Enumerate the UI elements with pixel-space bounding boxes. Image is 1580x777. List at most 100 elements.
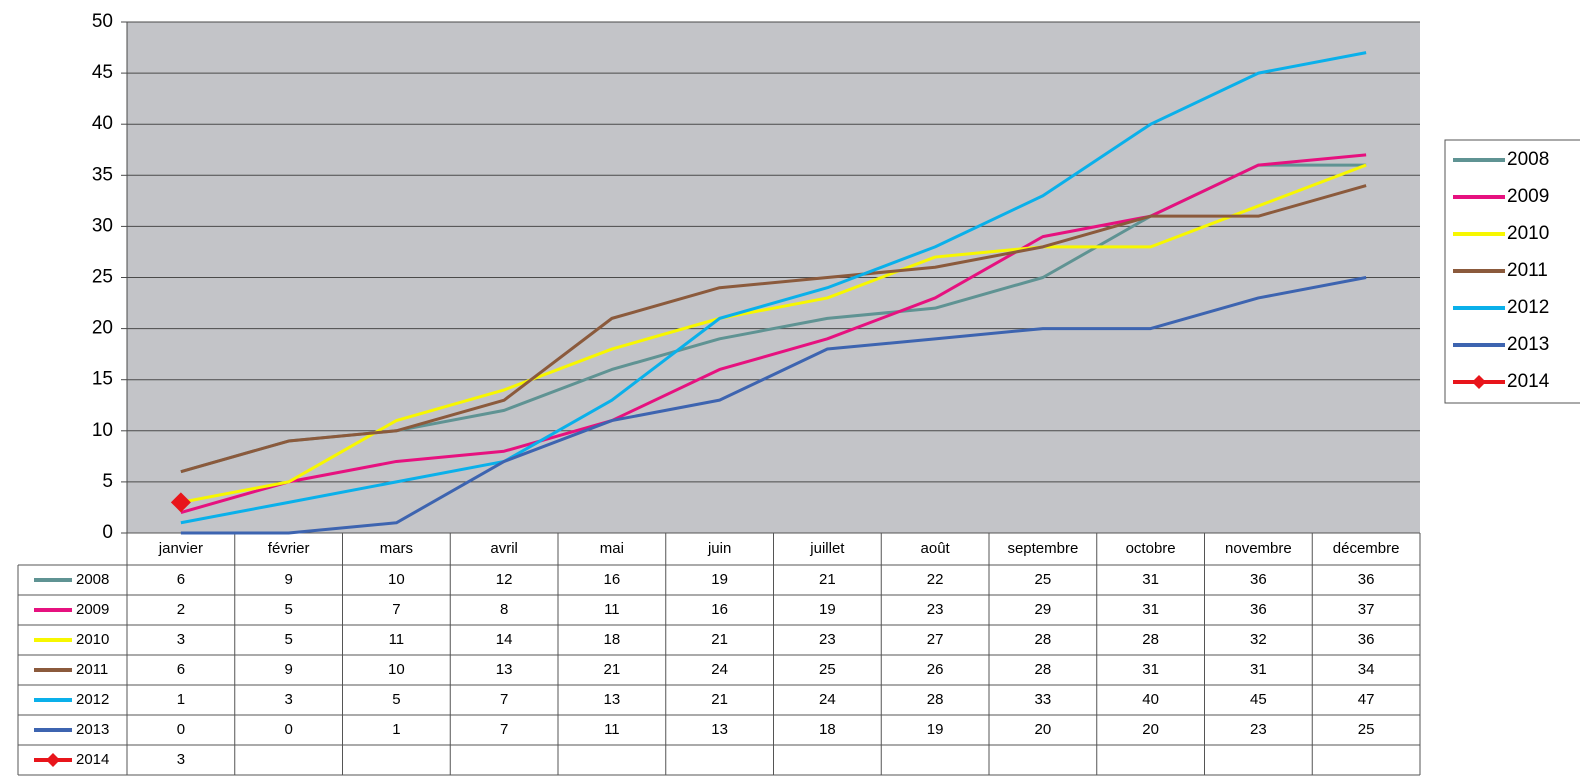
table-cell: 1	[392, 721, 400, 738]
legend-label: 2009	[1507, 186, 1549, 207]
table-series-name: 2012	[76, 691, 109, 708]
table-cell: 2	[177, 601, 185, 618]
table-cell: 1	[177, 691, 185, 708]
table-cell: 40	[1142, 691, 1159, 708]
table-cell: 11	[389, 631, 405, 648]
data-point	[170, 492, 191, 513]
table-cell: 5	[392, 691, 400, 708]
table-cell: 10	[388, 571, 405, 588]
table-cell: 36	[1250, 571, 1267, 588]
table-cell: 24	[711, 661, 728, 678]
y-tick-label: 35	[92, 164, 113, 185]
series-line	[180, 163, 1367, 504]
table-cell: 21	[711, 691, 728, 708]
series-line	[180, 51, 1367, 525]
table-series-name: 2008	[76, 571, 109, 588]
table-cell: 9	[284, 571, 292, 588]
x-tick-label: juin	[707, 540, 731, 557]
x-tick-label: août	[921, 540, 951, 557]
table-cell: 20	[1035, 721, 1052, 738]
table-cell: 19	[819, 601, 836, 618]
table-cell: 45	[1250, 691, 1267, 708]
table-cell: 9	[284, 661, 292, 678]
x-tick-label: février	[268, 540, 310, 557]
table-cell: 29	[1035, 601, 1052, 618]
table-cell: 20	[1142, 721, 1159, 738]
x-tick-label: octobre	[1126, 540, 1176, 557]
table-cell: 13	[604, 691, 621, 708]
table-series-name: 2013	[76, 721, 109, 738]
legend-label: 2011	[1507, 260, 1548, 281]
table-cell: 22	[927, 571, 944, 588]
table-cell: 18	[604, 631, 621, 648]
legend-label: 2012	[1507, 297, 1549, 318]
y-tick-label: 5	[102, 471, 113, 492]
table-cell: 28	[1142, 631, 1159, 648]
table-cell: 23	[819, 631, 836, 648]
table-cell: 5	[284, 601, 292, 618]
table-cell: 24	[819, 691, 836, 708]
table-cell: 11	[604, 601, 620, 618]
table-cell: 34	[1358, 661, 1375, 678]
table-cell: 47	[1358, 691, 1375, 708]
series-line	[180, 276, 1367, 535]
table-cell: 36	[1358, 631, 1375, 648]
table-cell: 25	[819, 661, 836, 678]
table-cell: 36	[1250, 601, 1267, 618]
series-line	[180, 184, 1367, 474]
table-cell: 0	[177, 721, 185, 738]
table-cell: 31	[1142, 661, 1159, 678]
table-cell: 21	[819, 571, 836, 588]
x-tick-label: novembre	[1225, 540, 1292, 557]
table-series-name: 2010	[76, 631, 109, 648]
y-tick-label: 40	[92, 113, 113, 134]
legend-marker	[1472, 375, 1486, 389]
x-tick-label: décembre	[1333, 540, 1400, 557]
table-cell: 6	[177, 571, 185, 588]
x-tick-label: mai	[600, 540, 624, 557]
table-cell: 10	[388, 661, 405, 678]
table-cell: 7	[392, 601, 400, 618]
legend-label: 2014	[1507, 371, 1550, 392]
table-cell: 7	[500, 691, 508, 708]
table-cell: 36	[1358, 571, 1375, 588]
table-cell: 14	[496, 631, 513, 648]
table-series-name: 2011	[76, 661, 108, 678]
table-cell: 26	[927, 661, 944, 678]
legend-label: 2010	[1507, 223, 1549, 244]
table-cell: 8	[500, 601, 508, 618]
table-cell: 21	[604, 661, 621, 678]
table-cell: 31	[1250, 661, 1267, 678]
table-cell: 19	[711, 571, 728, 588]
y-tick-label: 15	[92, 369, 113, 390]
table-cell: 32	[1250, 631, 1267, 648]
y-tick-label: 45	[92, 62, 113, 83]
y-tick-label: 25	[92, 267, 113, 288]
y-tick-label: 10	[92, 420, 113, 441]
table-cell: 16	[604, 571, 621, 588]
table-cell: 12	[496, 571, 513, 588]
table-series-name: 2014	[76, 751, 109, 768]
table-cell: 5	[284, 631, 292, 648]
table-cell: 21	[711, 631, 728, 648]
table-cell: 27	[927, 631, 944, 648]
table-cell: 3	[284, 691, 292, 708]
table-cell: 11	[604, 721, 620, 738]
legend-label: 2013	[1507, 334, 1549, 355]
table-cell: 23	[927, 601, 944, 618]
table-cell: 3	[177, 631, 185, 648]
x-tick-label: avril	[490, 540, 518, 557]
table-series-name: 2009	[76, 601, 109, 618]
y-tick-label: 20	[92, 318, 113, 339]
table-cell: 3	[177, 751, 185, 768]
table-cell: 28	[1035, 661, 1052, 678]
table-cell: 25	[1358, 721, 1375, 738]
y-tick-label: 50	[92, 11, 113, 32]
table-cell: 28	[927, 691, 944, 708]
x-tick-label: septembre	[1007, 540, 1078, 557]
table-cell: 18	[819, 721, 836, 738]
y-tick-label: 30	[92, 215, 113, 236]
x-tick-label: juillet	[809, 540, 845, 557]
x-tick-label: mars	[380, 540, 413, 557]
